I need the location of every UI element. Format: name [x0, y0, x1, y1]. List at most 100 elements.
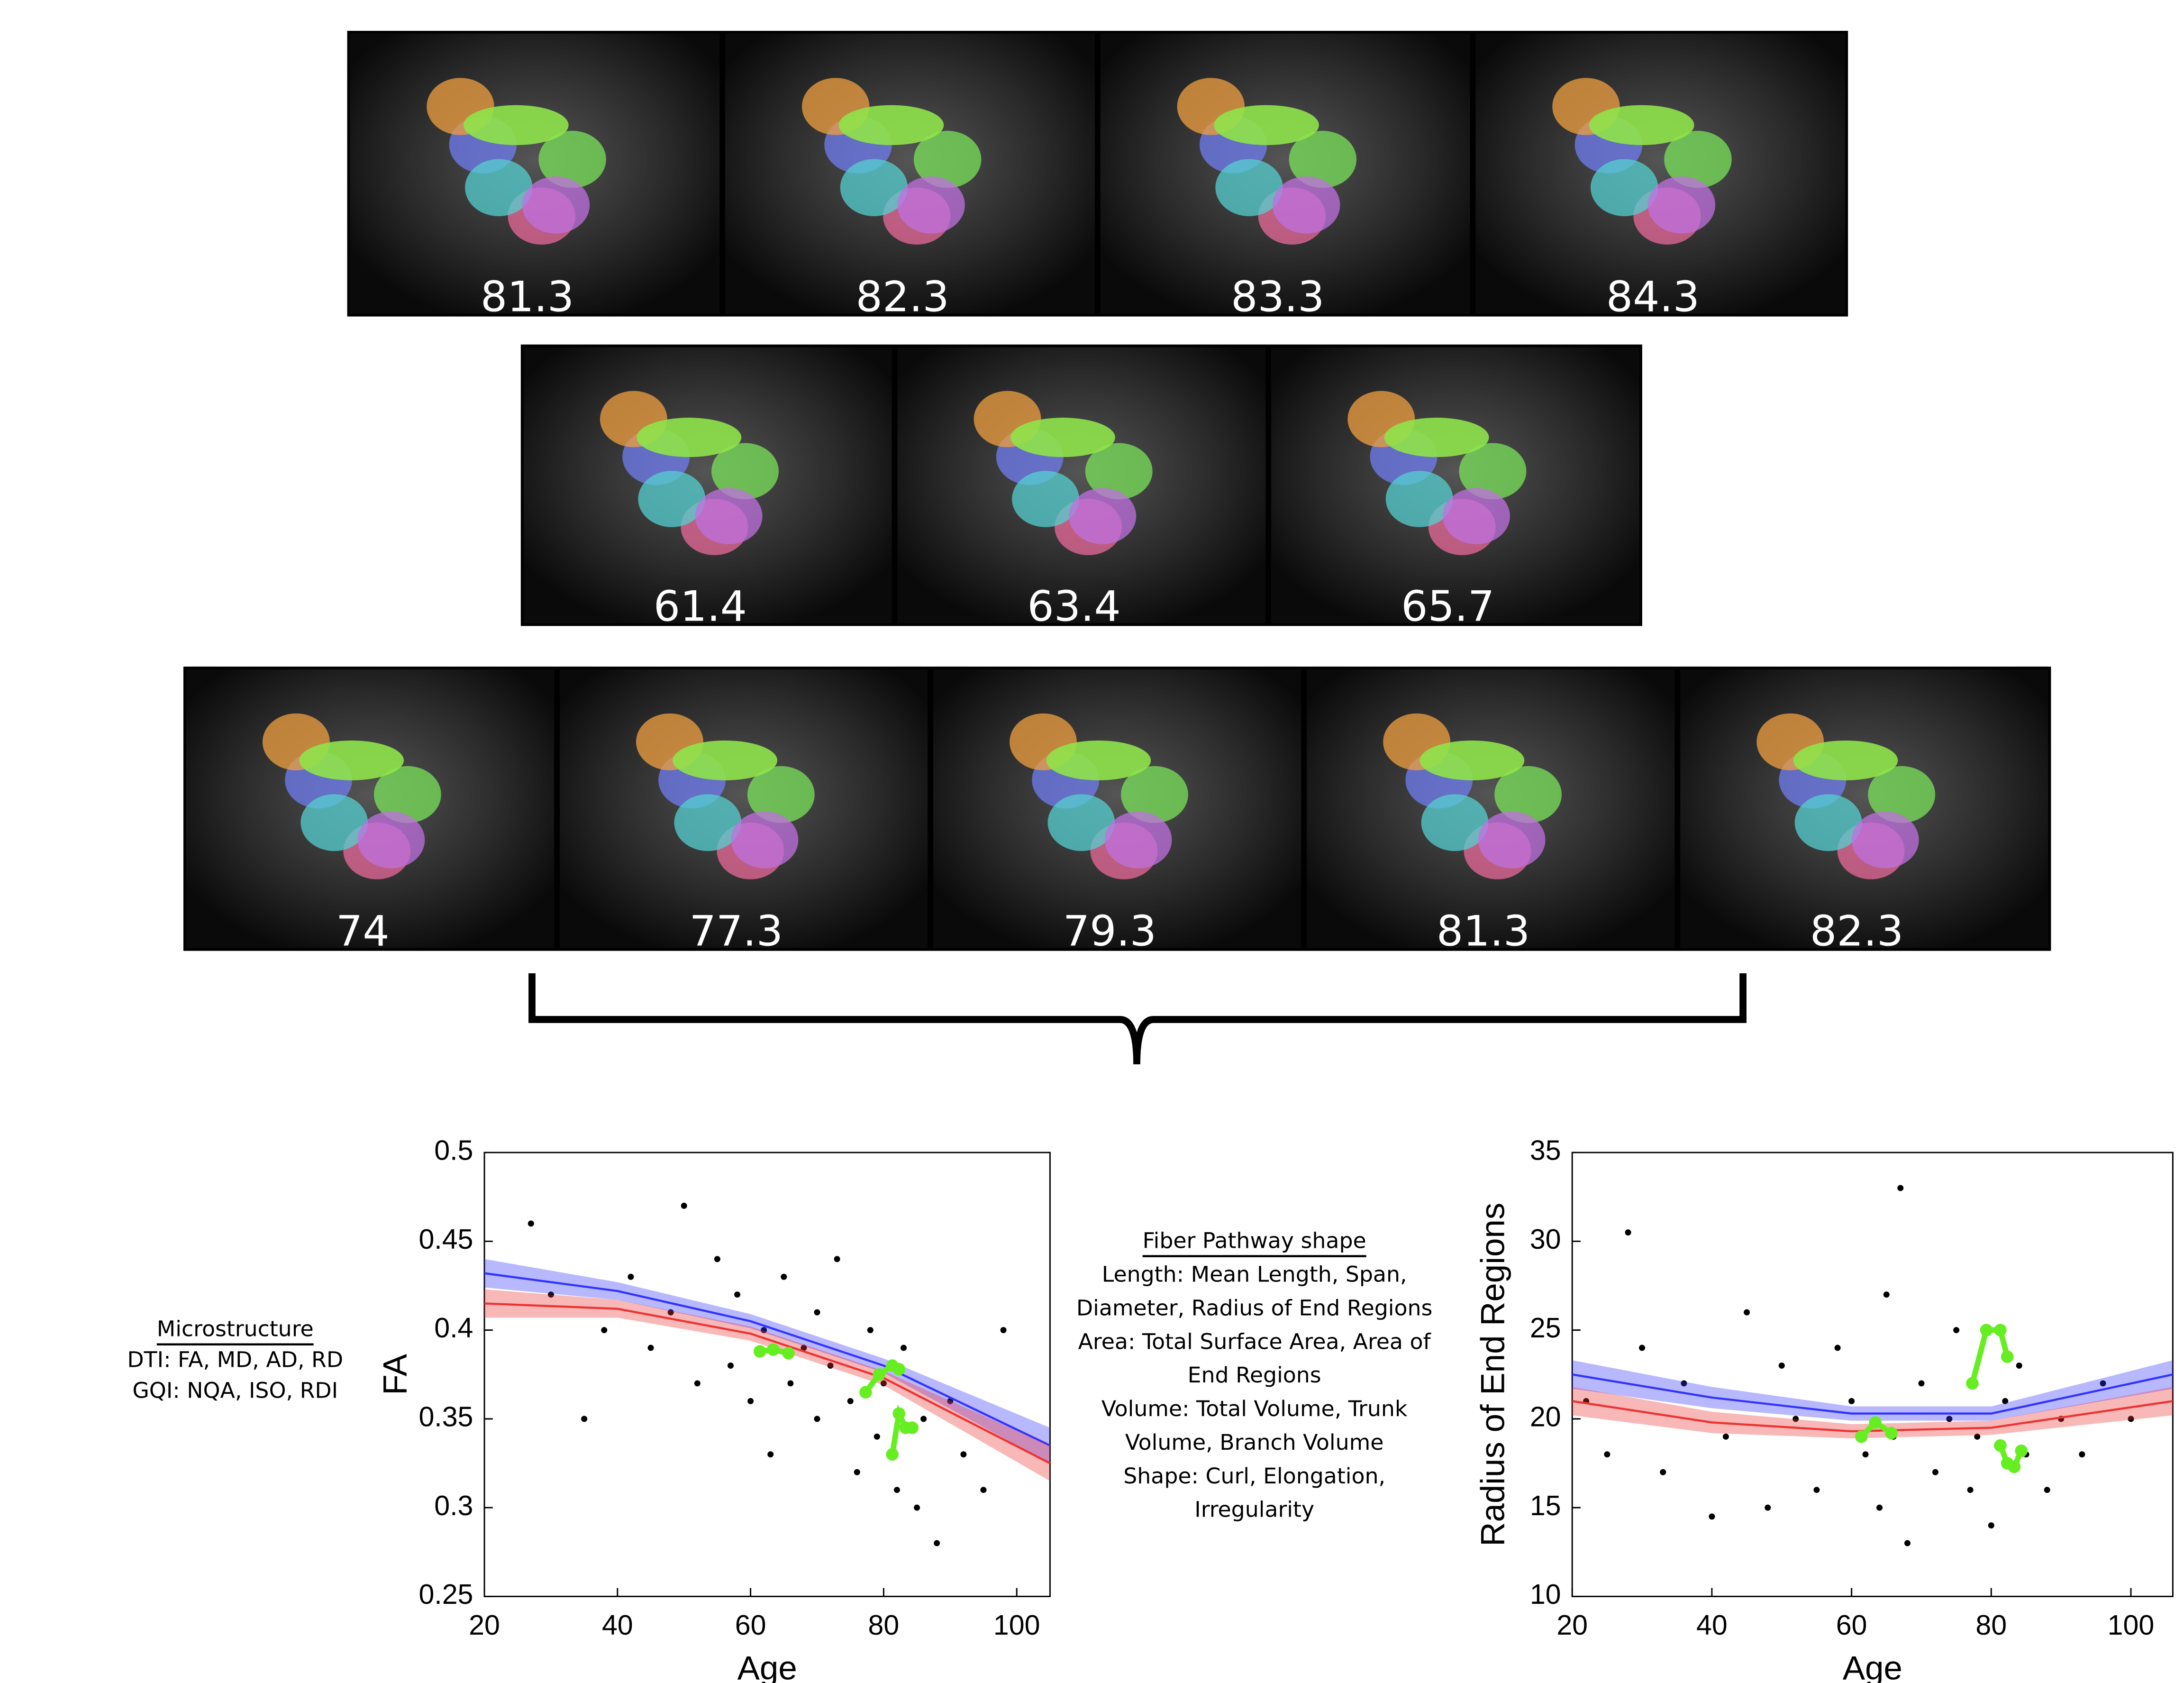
age-label: 79.3	[1063, 907, 1156, 956]
subject-point	[1885, 1427, 1898, 1440]
data-point	[934, 1540, 940, 1546]
data-point	[1660, 1469, 1666, 1475]
data-point	[681, 1202, 687, 1209]
data-point	[880, 1380, 887, 1387]
fit-line	[484, 1302, 1051, 1464]
x-tick-label: 40	[602, 1610, 633, 1641]
fiber-tract	[1289, 130, 1357, 188]
data-point	[761, 1327, 767, 1334]
mri-panel	[186, 669, 555, 948]
y-tick-label: 0.45	[419, 1224, 473, 1255]
mri-panel	[1100, 33, 1470, 314]
age-label: 65.7	[1401, 582, 1494, 631]
x-tick-label: 100	[2108, 1610, 2155, 1641]
mri-panel	[897, 347, 1266, 623]
subject-point	[892, 1363, 905, 1376]
fiber-tract	[1104, 811, 1172, 869]
subject-point	[892, 1407, 905, 1420]
fiber-tract	[1085, 443, 1153, 500]
plot-area	[483, 1152, 1051, 1597]
fiber-tract	[1384, 418, 1489, 457]
data-point	[1834, 1345, 1841, 1351]
data-point	[847, 1398, 854, 1404]
fiber-tract	[357, 811, 425, 869]
data-point	[2079, 1451, 2085, 1458]
mri-panel	[725, 33, 1095, 314]
fiber-tract	[673, 740, 778, 780]
data-point	[727, 1363, 734, 1369]
data-point	[874, 1433, 880, 1440]
mri-panel	[1307, 669, 1675, 948]
fiber-tract	[300, 794, 368, 851]
data-point	[1778, 1363, 1785, 1369]
subject-point	[782, 1346, 795, 1360]
fiber-tract	[695, 488, 763, 545]
data-point	[2002, 1398, 2009, 1404]
block-line: Irregularity	[1194, 1497, 1314, 1522]
age-label: 77.3	[690, 907, 783, 956]
fiber-tract	[463, 105, 569, 146]
y-axis-label: FA	[377, 1354, 414, 1395]
data-point	[893, 1487, 900, 1493]
data-point	[1932, 1469, 1938, 1475]
data-point	[1848, 1398, 1855, 1404]
y-tick-label: 25	[1530, 1312, 1561, 1344]
x-axis-label: Age	[737, 1650, 797, 1683]
age-label: 81.3	[1437, 907, 1530, 956]
data-point	[1722, 1433, 1729, 1440]
data-point	[960, 1451, 967, 1458]
subject-point	[886, 1448, 899, 1461]
subject-point	[1966, 1377, 1979, 1390]
fiber-tract	[1046, 740, 1151, 780]
fiber-tract	[840, 159, 908, 216]
subject-point	[2001, 1350, 2014, 1363]
data-point	[581, 1416, 588, 1422]
data-point	[1946, 1416, 1953, 1422]
age-label: 74	[336, 907, 390, 956]
data-point	[601, 1327, 608, 1334]
data-point	[694, 1380, 701, 1387]
block-line: Shape: Curl, Elongation,	[1123, 1463, 1385, 1489]
brace	[528, 973, 1747, 1064]
age-label: 61.4	[654, 582, 747, 631]
data-point	[1793, 1416, 1799, 1422]
subject-point	[906, 1421, 919, 1434]
fiber-tract	[1421, 794, 1489, 851]
data-point	[781, 1273, 787, 1280]
x-tick-label: 20	[1556, 1610, 1588, 1641]
age-label: 81.3	[481, 273, 574, 321]
data-point	[747, 1398, 754, 1404]
block-line: End Regions	[1188, 1363, 1321, 1388]
x-tick-label: 80	[868, 1610, 900, 1641]
mri-panel	[559, 669, 928, 948]
fiber-tract	[838, 105, 944, 146]
block-line: DTI: FA, MD, AD, RD	[127, 1347, 343, 1372]
block-line: Volume, Branch Volume	[1125, 1430, 1384, 1455]
data-point	[2128, 1416, 2134, 1422]
data-point	[1967, 1487, 1974, 1493]
fiber-tract	[299, 740, 404, 780]
fit-line	[484, 1272, 1051, 1447]
data-point	[947, 1398, 954, 1404]
data-point	[980, 1487, 987, 1493]
fiber-tract	[1272, 176, 1340, 234]
data-point	[2044, 1487, 2050, 1493]
fiber-tract	[1647, 176, 1716, 234]
subject-point	[2008, 1460, 2021, 1473]
fiber-tract	[1794, 794, 1862, 851]
y-axis-label: Radius of End Regions	[1474, 1203, 1511, 1546]
x-tick-label: 80	[1975, 1610, 2007, 1641]
x-tick-label: 60	[735, 1610, 766, 1641]
fiber-tract	[1793, 740, 1898, 780]
data-point	[1625, 1229, 1631, 1236]
fiber-tract	[747, 766, 815, 823]
data-point	[1709, 1513, 1715, 1520]
block-line: Diameter, Radius of End Regions	[1076, 1295, 1432, 1320]
fiber-tract	[1868, 766, 1936, 823]
data-point	[867, 1327, 874, 1334]
fiber-tract	[674, 794, 742, 851]
fiber-tract	[731, 811, 799, 869]
y-tick-label: 0.4	[434, 1312, 473, 1344]
fiber-tract	[538, 130, 606, 188]
